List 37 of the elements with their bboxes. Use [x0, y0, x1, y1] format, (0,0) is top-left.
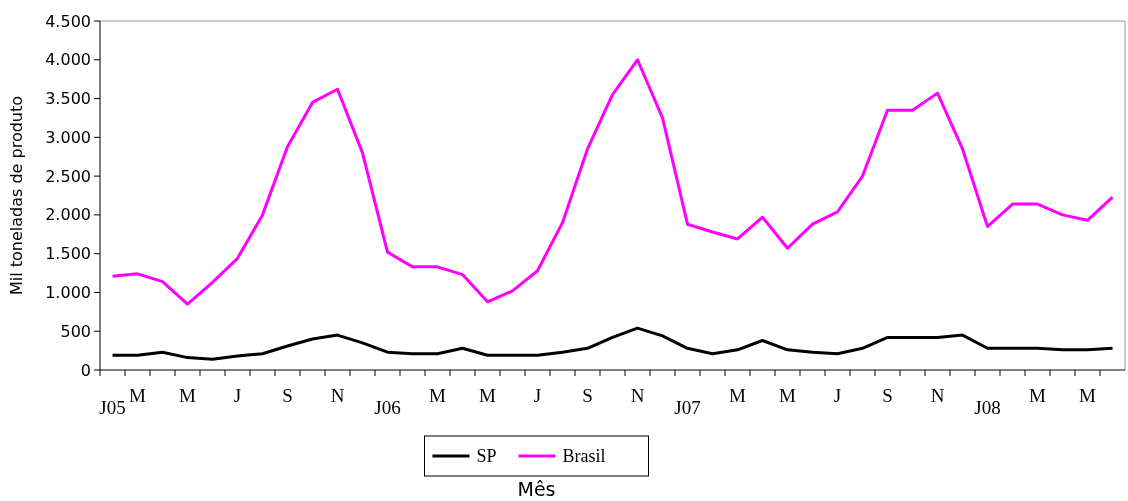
y-tick-label: 2.500	[45, 166, 91, 186]
x-tick-label: M	[1079, 385, 1097, 406]
x-tick-label: S	[882, 385, 893, 406]
y-tick-label: 0	[80, 360, 91, 380]
x-tick-label: N	[930, 385, 945, 406]
x-tick-label: M	[729, 385, 747, 406]
y-tick-label: 2.000	[45, 205, 91, 225]
x-tick-label: M	[479, 385, 497, 406]
x-tick-label: J	[833, 385, 842, 406]
y-tick-label: 3.000	[45, 127, 91, 147]
x-tick-label: M	[129, 385, 147, 406]
x-tick-label: J08	[974, 397, 1001, 418]
line-series	[111, 58, 1114, 306]
legend-label: Brasil	[562, 446, 606, 467]
x-tick-label: M	[1029, 385, 1047, 406]
y-tick-label: 500	[60, 321, 91, 341]
x-tick-label: M	[179, 385, 197, 406]
y-tick-label: 4.500	[45, 11, 91, 31]
x-tick-label: J07	[674, 397, 701, 418]
x-tick-label: N	[330, 385, 345, 406]
x-tick-label: M	[779, 385, 797, 406]
y-axis-title: Mil toneladas de produto	[7, 95, 26, 296]
x-tick-label: M	[429, 385, 447, 406]
x-tick-label: S	[582, 385, 593, 406]
y-tick-label: 4.000	[45, 50, 91, 70]
x-tick-label: J06	[374, 397, 401, 418]
x-tick-label: N	[630, 385, 645, 406]
x-tick-label: J	[533, 385, 542, 406]
y-tick-label: 1.500	[45, 244, 91, 264]
x-tick-label: S	[282, 385, 293, 406]
x-axis-title: Mês	[517, 478, 556, 500]
legend-label: SP	[476, 446, 497, 467]
y-tick-label: 3.500	[45, 89, 91, 109]
x-tick-label: J05	[99, 397, 126, 418]
line-series	[111, 326, 1114, 361]
y-tick-label: 1.000	[45, 283, 91, 303]
x-tick-label: J	[233, 385, 242, 406]
